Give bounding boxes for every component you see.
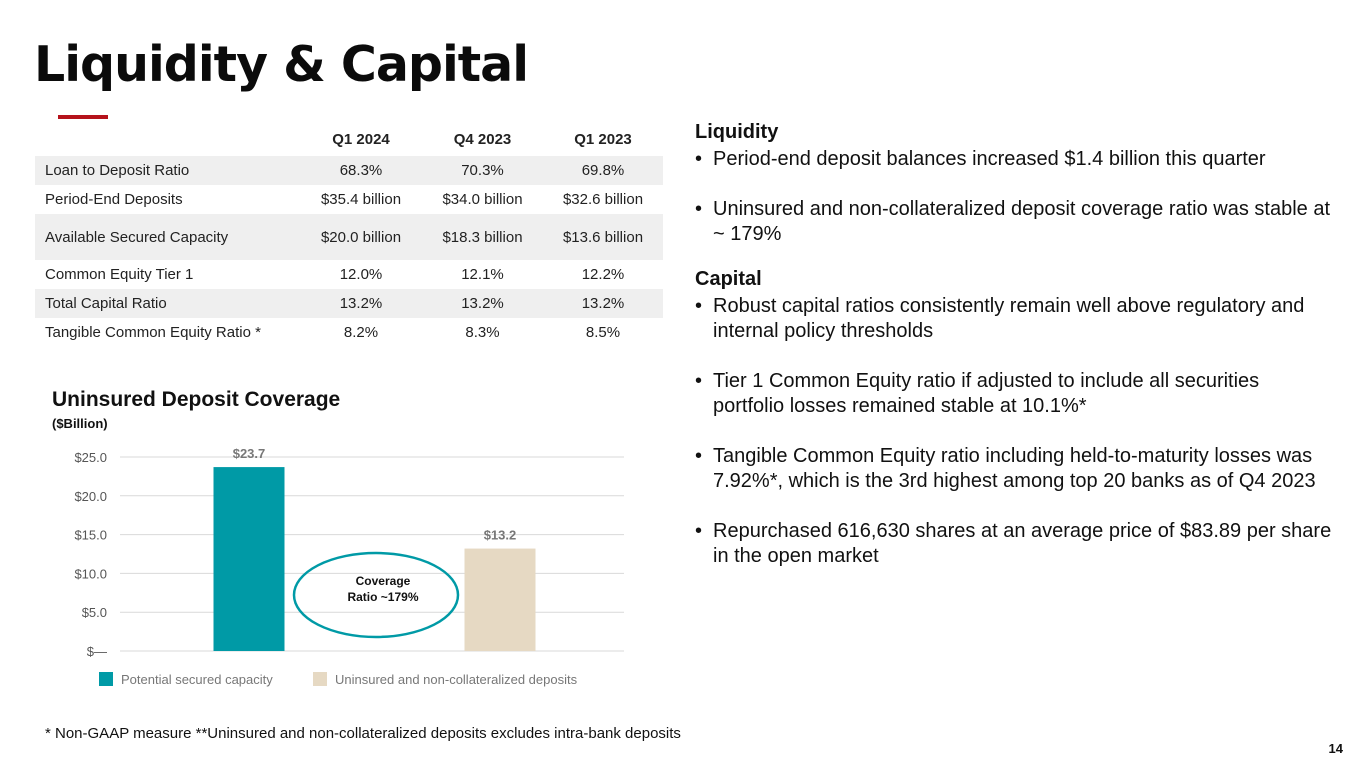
data-label: $23.7 <box>233 446 266 461</box>
table-cell: 68.3% <box>300 156 422 185</box>
table-row: Period-End Deposits $35.4 billion $34.0 … <box>35 185 663 214</box>
bullet-item: Tangible Common Equity ratio including h… <box>695 444 1335 494</box>
y-tick-label: $20.0 <box>74 489 107 504</box>
y-tick-label: $— <box>87 644 107 659</box>
y-tick-label: $10.0 <box>74 566 107 581</box>
table-header-cell <box>35 122 300 156</box>
table-row: Common Equity Tier 1 12.0% 12.1% 12.2% <box>35 260 663 289</box>
table-header-cell: Q1 2023 <box>574 130 632 148</box>
page-title: Liquidity & Capital <box>34 36 529 93</box>
bullet-item: Period-end deposit balances increased $1… <box>695 147 1335 172</box>
table-row: Total Capital Ratio 13.2% 13.2% 13.2% <box>35 289 663 318</box>
row-label: Available Secured Capacity <box>35 214 300 260</box>
data-label: $13.2 <box>484 528 517 543</box>
title-accent-rule <box>58 115 108 119</box>
table-row: Tangible Common Equity Ratio * 8.2% 8.3%… <box>35 318 663 347</box>
table-header-row: Q1 2024 Q4 2023 Q1 2023 <box>35 122 663 156</box>
footnote: * Non-GAAP measure **Uninsured and non-c… <box>45 725 681 742</box>
annotation-text: Coverage <box>356 574 411 588</box>
table-cell: 13.2% <box>543 289 663 318</box>
coverage-bar-chart: $— $5.0 $10.0 $15.0 $20.0 $25.0 $23.7 $13.2 Cove… <box>74 446 624 687</box>
table-cell: 12.0% <box>339 266 383 283</box>
table-cell: $35.4 billion <box>320 191 402 208</box>
table-header-cell: Q4 2023 <box>453 130 512 148</box>
bullet-item: Uninsured and non-collateralized deposit… <box>695 197 1335 247</box>
table-cell: $13.6 billion <box>543 214 663 260</box>
page-number: 14 <box>1328 741 1343 756</box>
metrics-table: Q1 2024 Q4 2023 Q1 2023 Loan to Deposit … <box>35 122 663 347</box>
commentary-panel: Liquidity Period-end deposit balances in… <box>695 120 1335 594</box>
y-tick-label: $15.0 <box>74 528 107 543</box>
bullet-item: Repurchased 616,630 shares at an average… <box>695 519 1335 569</box>
table-cell: 13.2% <box>422 289 543 318</box>
bar <box>213 467 285 651</box>
table-cell: $20.0 billion <box>300 214 422 260</box>
legend-swatch <box>313 672 327 686</box>
table-cell: 8.3% <box>465 324 500 341</box>
legend-label: Potential secured capacity <box>121 672 273 687</box>
liquidity-heading: Liquidity <box>695 121 779 143</box>
row-label: Total Capital Ratio <box>35 289 300 318</box>
chart-unit-label: ($Billion) <box>52 416 108 431</box>
table-header-cell: Q1 2024 <box>332 130 390 148</box>
table-cell: 13.2% <box>300 289 422 318</box>
table-cell: 8.5% <box>585 324 621 341</box>
liquidity-bullets: Period-end deposit balances increased $1… <box>695 147 1335 247</box>
table-cell: $34.0 billion <box>442 191 523 208</box>
bar <box>464 548 536 651</box>
table-cell: 8.2% <box>343 324 379 341</box>
row-label: Common Equity Tier 1 <box>45 266 194 283</box>
capital-heading: Capital <box>695 268 762 290</box>
y-tick-label: $5.0 <box>82 605 107 620</box>
row-label: Loan to Deposit Ratio <box>35 156 300 185</box>
table-cell: 12.1% <box>461 266 504 283</box>
capital-bullets: Robust capital ratios consistently remai… <box>695 294 1335 569</box>
table-row: Available Secured Capacity $20.0 billion… <box>35 214 663 260</box>
table-cell: $32.6 billion <box>562 191 644 208</box>
legend-label: Uninsured and non-collateralized deposit… <box>335 672 578 687</box>
annotation-text: Ratio ~179% <box>347 590 418 604</box>
row-label: Tangible Common Equity Ratio * <box>45 324 261 341</box>
table-cell: 69.8% <box>543 156 663 185</box>
table-row: Loan to Deposit Ratio 68.3% 70.3% 69.8% <box>35 156 663 185</box>
table-cell: 12.2% <box>581 266 625 283</box>
legend-swatch <box>99 672 113 686</box>
table-cell: 70.3% <box>422 156 543 185</box>
chart-title: Uninsured Deposit Coverage <box>52 388 341 411</box>
y-tick-label: $25.0 <box>74 450 107 465</box>
row-label: Period-End Deposits <box>45 191 183 208</box>
coverage-ratio-callout <box>292 551 460 639</box>
table-cell: $18.3 billion <box>422 214 543 260</box>
bullet-item: Robust capital ratios consistently remai… <box>695 294 1335 344</box>
bullet-item: Tier 1 Common Equity ratio if adjusted t… <box>695 369 1335 419</box>
